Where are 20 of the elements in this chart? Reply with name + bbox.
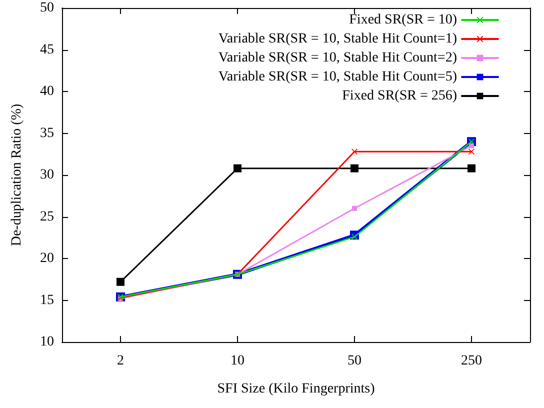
y-tick-label: 25: [40, 209, 54, 224]
y-tick-label: 10: [40, 334, 54, 350]
legend-label: Fixed SR(SR = 10): [349, 12, 458, 28]
legend-label: Variable SR(SR = 10, Stable Hit Count=1): [218, 32, 458, 46]
x-tick-label: 250: [461, 354, 482, 368]
y-tick-label: 45: [40, 42, 54, 58]
legend-label: Fixed SR(SR = 256): [342, 88, 458, 104]
y-tick-label: 20: [40, 251, 54, 266]
x-tick-label: 50: [348, 354, 362, 368]
y-tick-label: 40: [40, 84, 54, 99]
y-axis-title: De-duplication Ratio (%): [10, 104, 24, 246]
legend-label: Variable SR(SR = 10, Stable Hit Count=2): [218, 50, 458, 66]
x-tick-label: 10: [230, 354, 244, 368]
y-tick-label: 35: [40, 126, 54, 141]
y-tick-label: 30: [40, 168, 54, 182]
y-tick-label: 50: [40, 0, 54, 16]
y-tick-label: 15: [40, 292, 54, 308]
x-axis-title: SFI Size (Kilo Fingerprints): [217, 382, 376, 396]
x-tick-label: 2: [117, 354, 124, 368]
legend-label: Variable SR(SR = 10, Stable Hit Count=5): [218, 70, 458, 84]
